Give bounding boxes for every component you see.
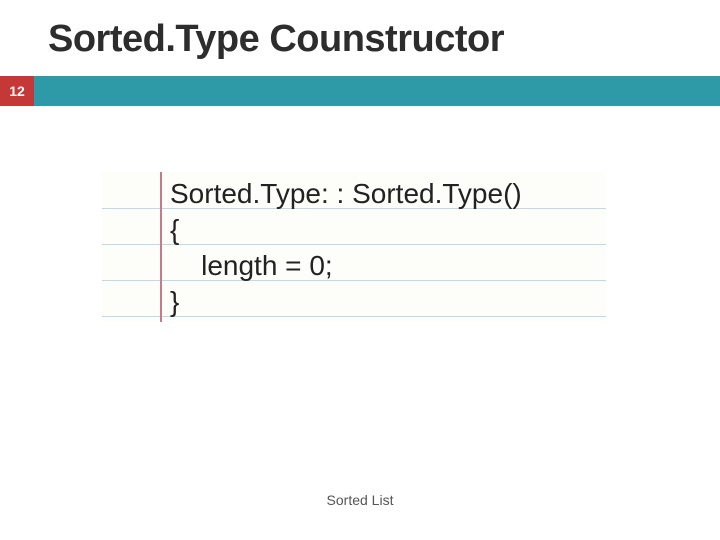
code-line: }	[170, 286, 179, 317]
header-bar: 12	[0, 76, 720, 106]
slide-number-badge: 12	[0, 76, 34, 106]
footer-text: Sorted List	[0, 492, 720, 508]
code-block: Sorted.Type: : Sorted.Type() { length = …	[102, 172, 606, 322]
slide-title: Sorted.Type Counstructor	[48, 18, 504, 61]
code-line: length = 0;	[170, 250, 333, 281]
accent-bar	[34, 76, 720, 106]
code-line: Sorted.Type: : Sorted.Type()	[170, 178, 522, 209]
code-text: Sorted.Type: : Sorted.Type() { length = …	[170, 176, 522, 320]
code-line: {	[170, 214, 179, 245]
margin-line	[160, 172, 162, 322]
